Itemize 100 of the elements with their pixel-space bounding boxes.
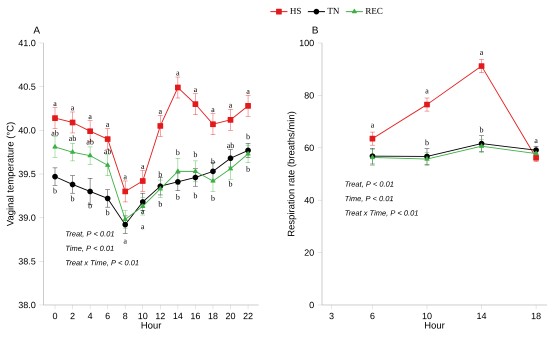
annotation: b <box>158 171 162 178</box>
point <box>52 144 58 149</box>
annotation: b <box>106 210 110 216</box>
y-axis-title: Respiration rate (breaths/min) <box>287 112 296 236</box>
point <box>104 136 111 142</box>
point <box>210 168 216 174</box>
x-tick-label: 4 <box>88 312 92 319</box>
annotation: a <box>141 165 144 169</box>
annotation: a <box>88 115 92 120</box>
legend-label: REC <box>366 8 382 14</box>
y-tick-label: 60 <box>304 144 314 151</box>
annotation: a <box>141 225 144 230</box>
annotation: a <box>480 51 484 55</box>
point <box>52 174 58 180</box>
y-tick-label: 100 <box>300 40 314 46</box>
annotation: ab <box>104 148 112 154</box>
x-tick-label: 10 <box>138 312 148 320</box>
x-tick-label: 18 <box>208 312 218 320</box>
annotation: b <box>176 150 180 156</box>
x-tick-label: 6 <box>106 312 110 320</box>
y-tick-label: 20 <box>304 249 314 256</box>
point <box>70 182 76 188</box>
point <box>210 121 216 128</box>
point <box>158 186 163 190</box>
annotation: a <box>158 110 162 114</box>
point <box>192 168 198 174</box>
annotation: a <box>106 123 110 127</box>
point <box>228 155 234 162</box>
point <box>140 178 146 184</box>
point <box>228 117 234 123</box>
point <box>122 216 128 222</box>
y-tick-label: 41.0 <box>18 40 36 46</box>
point <box>245 103 251 109</box>
annotation: a <box>370 124 374 128</box>
x-axis-title: Hour <box>424 322 445 329</box>
point <box>70 149 76 154</box>
annotation: a <box>426 90 429 94</box>
x-tick-label: 14 <box>174 312 183 319</box>
annotation: b <box>424 140 429 146</box>
annotation: b <box>210 195 215 201</box>
point <box>105 162 110 167</box>
annotation: a <box>534 139 538 144</box>
annotation: b <box>158 201 162 207</box>
x-tick-label: 18 <box>532 312 541 320</box>
point <box>370 136 376 142</box>
y-tick-label: 39.0 <box>18 214 36 221</box>
point <box>70 120 76 126</box>
point <box>192 101 198 107</box>
point <box>122 222 128 228</box>
x-axis-title: Hour <box>142 322 162 329</box>
x-tick-label: 14 <box>477 312 486 319</box>
y-tick-label: 38.5 <box>18 258 36 265</box>
point <box>479 143 484 148</box>
annotation: a <box>124 240 127 244</box>
x-tick-label: 6 <box>370 312 375 320</box>
annotation: a <box>194 88 198 92</box>
annotation: a <box>124 176 127 180</box>
y-axis-title: Vaginal temperature (°C) <box>6 122 16 226</box>
annotation: a <box>246 90 250 94</box>
annotation: b <box>246 166 250 172</box>
point <box>192 174 198 180</box>
annotation: ab <box>52 130 58 136</box>
annotation: a <box>211 108 215 112</box>
annotation: b <box>246 134 250 140</box>
annotation: ab <box>69 135 76 141</box>
point <box>140 203 146 208</box>
point <box>122 188 128 194</box>
y-tick-label: 40.0 <box>18 127 36 134</box>
y-tick-label: 40 <box>304 197 314 204</box>
legend-label: HS <box>290 8 301 14</box>
point <box>424 102 430 108</box>
x-tick-label: 2 <box>70 312 75 320</box>
legend-label: TN <box>328 8 340 14</box>
annotation: b <box>176 194 180 200</box>
point <box>157 123 164 129</box>
chart-title: B <box>312 26 318 34</box>
point <box>104 196 111 202</box>
x-tick-label: 0 <box>52 312 58 320</box>
y-tick-label: 38.0 <box>18 302 36 308</box>
x-tick-label: 10 <box>422 312 432 320</box>
annotation: b <box>70 196 74 202</box>
x-tick-label: 20 <box>226 312 236 320</box>
y-tick-label: 0 <box>310 302 314 308</box>
annotation: b <box>480 126 484 132</box>
annotation: b <box>228 180 232 187</box>
x-tick-label: 8 <box>123 312 128 320</box>
annotation: a <box>54 102 57 106</box>
annotation: a <box>176 72 180 76</box>
point <box>478 63 484 69</box>
point <box>210 178 216 183</box>
y-tick-label: 39.5 <box>18 170 36 178</box>
chart-title: A <box>33 26 40 34</box>
annotation: b <box>193 192 198 198</box>
x-tick-label: 3 <box>329 312 334 320</box>
point <box>88 152 93 158</box>
y-tick-label: 80 <box>304 92 314 99</box>
point <box>175 84 181 90</box>
annotation: b <box>88 202 92 208</box>
y-tick-label: 40.5 <box>18 83 36 90</box>
x-tick-label: 12 <box>156 312 165 320</box>
